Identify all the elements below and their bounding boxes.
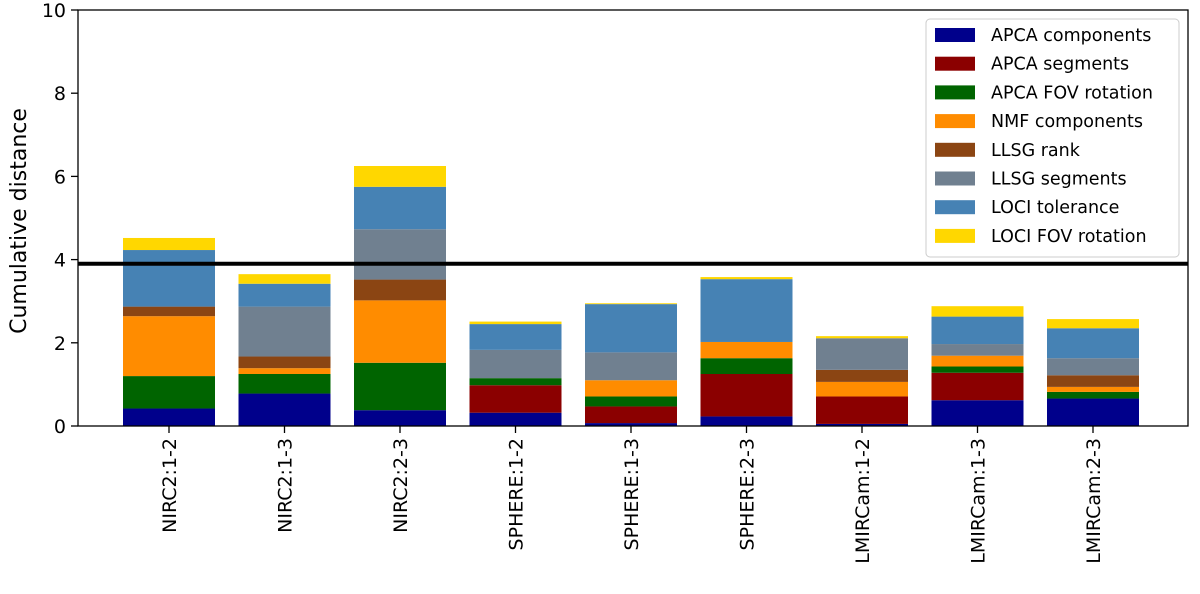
bar-nmf-components-lmircam-1-3 — [931, 355, 1024, 367]
bar-apca-components-sphere-1-2 — [469, 412, 562, 426]
x-tick-label-nirc2-2-3: NIRC2:2-3 — [390, 438, 412, 533]
axes-layer: 0 2 4 6 8 10 NIRC2:1-2 NIRC2:1-3 NIRC2:2-3 SPHERE… — [42, 0, 1189, 564]
bar-llsg-rank-nirc2-2-3 — [354, 279, 446, 301]
bar-nmf-components-nirc2-1-3 — [238, 368, 331, 374]
x-tick-label-lmircam-2-3: LMIRCam:2-3 — [1083, 438, 1105, 564]
x-tick-label-lmircam-1-3: LMIRCam:1-3 — [968, 438, 990, 564]
bar-loci-tolerance-nirc2-2-3 — [354, 186, 446, 230]
bar-apca-segments-lmircam-1-3 — [931, 372, 1024, 401]
bar-llsg-segments-sphere-1-3 — [585, 352, 677, 381]
legend-swatch-apca-segments — [935, 56, 975, 71]
bar-loci-fov-rotation-sphere-1-3 — [585, 303, 677, 305]
bar-nmf-components-nirc2-2-3 — [354, 300, 446, 363]
bar-apca-fov-rotation-sphere-1-2 — [469, 378, 562, 386]
bar-loci-tolerance-nirc2-1-2 — [123, 250, 215, 307]
bar-layer — [123, 166, 1139, 426]
x-tick-label-lmircam-1-2: LMIRCam:1-2 — [852, 438, 874, 564]
legend-label-apca-segments: APCA segments — [991, 55, 1129, 75]
legend-label-llsg-segments: LLSG segments — [991, 170, 1127, 190]
y-axis-label: Cumulative distance — [7, 108, 32, 334]
bar-apca-fov-rotation-sphere-1-3 — [585, 396, 677, 407]
bar-apca-components-nirc2-1-2 — [123, 408, 215, 426]
bar-apca-segments-sphere-2-3 — [700, 374, 793, 417]
bar-apca-components-lmircam-2-3 — [1047, 398, 1139, 426]
bar-loci-fov-rotation-lmircam-1-2 — [816, 336, 908, 339]
bar-llsg-rank-lmircam-1-2 — [816, 369, 908, 382]
x-tick-label-nirc2-1-3: NIRC2:1-3 — [275, 438, 297, 533]
legend-swatch-llsg-rank — [935, 142, 975, 157]
bar-loci-tolerance-sphere-2-3 — [700, 279, 793, 342]
bar-llsg-rank-nirc2-1-3 — [238, 356, 331, 369]
bar-apca-segments-sphere-1-3 — [585, 406, 677, 424]
bar-nmf-components-lmircam-2-3 — [1047, 386, 1139, 392]
bar-nmf-components-sphere-2-3 — [700, 341, 793, 359]
legend-label-llsg-rank: LLSG rank — [991, 141, 1081, 161]
bar-loci-fov-rotation-nirc2-2-3 — [354, 166, 446, 187]
bar-loci-fov-rotation-sphere-1-2 — [469, 321, 562, 325]
legend-label-apca-fov-rotation: APCA FOV rotation — [991, 83, 1153, 103]
bar-llsg-segments-lmircam-1-2 — [816, 338, 908, 370]
bar-loci-tolerance-nirc2-1-3 — [238, 283, 331, 307]
x-tick-label-sphere-2-3: SPHERE:2-3 — [737, 438, 759, 550]
bar-apca-fov-rotation-nirc2-2-3 — [354, 362, 446, 411]
legend: APCA components APCA segments APCA FOV rot… — [925, 18, 1180, 258]
bar-apca-fov-rotation-lmircam-1-3 — [931, 366, 1024, 373]
bar-llsg-rank-nirc2-1-2 — [123, 306, 215, 317]
legend-label-loci-fov-rotation: LOCI FOV rotation — [991, 227, 1147, 247]
bar-llsg-rank-lmircam-2-3 — [1047, 375, 1139, 387]
y-tick-label: 2 — [54, 333, 66, 355]
bar-apca-fov-rotation-sphere-2-3 — [700, 358, 793, 374]
x-tick-label-nirc2-1-2: NIRC2:1-2 — [159, 438, 181, 533]
y-tick-label: 6 — [54, 166, 66, 188]
bar-llsg-segments-lmircam-2-3 — [1047, 358, 1139, 376]
legend-label-nmf-components: NMF components — [991, 112, 1143, 132]
plot-frame — [77, 9, 1189, 427]
legend-box — [925, 18, 1180, 258]
bar-llsg-segments-lmircam-1-3 — [931, 344, 1024, 356]
legend-swatch-apca-fov-rotation — [935, 85, 975, 100]
y-tick-label: 10 — [42, 0, 66, 22]
bar-llsg-segments-sphere-1-2 — [469, 349, 562, 379]
legend-swatch-llsg-segments — [935, 171, 975, 186]
legend-swatch-nmf-components — [935, 114, 975, 129]
bar-loci-fov-rotation-sphere-2-3 — [700, 277, 793, 280]
bar-apca-components-sphere-2-3 — [700, 416, 793, 426]
bar-loci-fov-rotation-nirc2-1-2 — [123, 237, 215, 251]
bar-apca-fov-rotation-lmircam-2-3 — [1047, 391, 1139, 399]
legend-swatch-apca-components — [935, 28, 975, 42]
bar-apca-fov-rotation-nirc2-1-3 — [238, 374, 331, 394]
bar-apca-segments-lmircam-1-2 — [816, 396, 908, 424]
bar-apca-components-lmircam-1-2 — [816, 423, 908, 426]
bar-loci-tolerance-sphere-1-3 — [585, 304, 677, 353]
x-tick-label-sphere-1-2: SPHERE:1-2 — [506, 438, 528, 550]
bar-apca-components-nirc2-2-3 — [354, 410, 446, 426]
y-tick-label: 4 — [54, 250, 66, 272]
bar-nmf-components-nirc2-1-2 — [123, 316, 215, 377]
bar-nmf-components-sphere-1-3 — [585, 380, 677, 397]
legend-label-loci-tolerance: LOCI tolerance — [991, 198, 1119, 218]
bar-llsg-segments-nirc2-2-3 — [354, 229, 446, 280]
bar-apca-components-nirc2-1-3 — [238, 393, 331, 426]
bar-loci-fov-rotation-lmircam-2-3 — [1047, 319, 1139, 329]
bar-loci-fov-rotation-nirc2-1-3 — [238, 274, 331, 284]
bar-apca-components-lmircam-1-3 — [931, 400, 1024, 426]
legend-swatch-loci-tolerance — [935, 200, 975, 215]
bar-llsg-segments-nirc2-1-3 — [238, 306, 331, 357]
bar-loci-fov-rotation-lmircam-1-3 — [931, 306, 1024, 317]
bar-apca-fov-rotation-nirc2-1-2 — [123, 376, 215, 409]
legend-swatch-loci-fov-rotation — [935, 228, 975, 243]
bar-apca-components-sphere-1-3 — [585, 423, 677, 426]
legend-label-apca-components: APCA components — [991, 26, 1151, 46]
y-tick-label: 8 — [54, 83, 66, 105]
x-tick-label-sphere-1-3: SPHERE:1-3 — [621, 438, 643, 550]
bar-loci-tolerance-lmircam-1-3 — [931, 316, 1024, 345]
bar-loci-tolerance-sphere-1-2 — [469, 324, 562, 350]
bar-loci-tolerance-lmircam-2-3 — [1047, 328, 1139, 359]
bar-nmf-components-lmircam-1-2 — [816, 381, 908, 397]
bar-apca-segments-sphere-1-2 — [469, 385, 562, 413]
y-tick-label: 0 — [54, 416, 66, 438]
